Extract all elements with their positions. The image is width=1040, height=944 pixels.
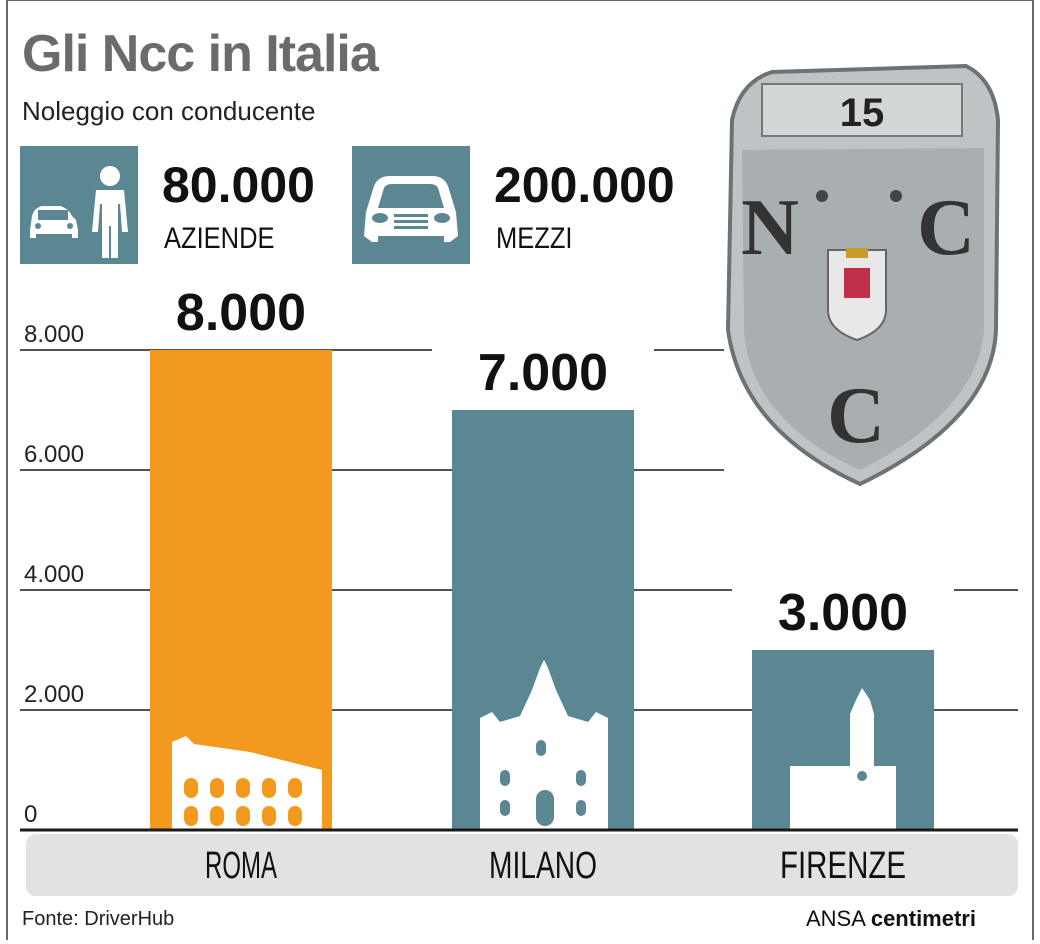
y-tick-label: 8.000 (24, 321, 84, 348)
x-tick-label: MILANO (489, 845, 597, 887)
page-title: Gli Ncc in Italia (22, 25, 379, 83)
badge-letter: C (827, 372, 885, 460)
kpi-aziende-label: AZIENDE (164, 222, 275, 255)
x-tick-label: FIRENZE (780, 845, 906, 887)
car-front-icon (352, 146, 470, 264)
credit-agency: ANSA (806, 906, 865, 931)
bar-value-label: 3.000 (778, 584, 908, 642)
bar-value-label: 8.000 (176, 284, 306, 342)
value-label-bg (732, 584, 954, 640)
ncc-badge-image (724, 63, 1024, 490)
colosseum-icon (172, 736, 322, 830)
badge-letter: C (917, 184, 975, 272)
y-tick-label: 4.000 (24, 561, 84, 588)
value-label-bg (130, 284, 352, 340)
kpi-aziende-value: 80.000 (162, 157, 315, 213)
source-note: Fonte: DriverHub (22, 908, 175, 930)
car-and-person-icon (20, 146, 138, 264)
x-axis-band (26, 834, 1018, 896)
badge-letter: N (741, 184, 799, 272)
badge-number: 15 (840, 91, 885, 135)
page-subtitle: Noleggio con conducente (22, 96, 316, 126)
kpi-mezzi-label: MEZZI (496, 222, 573, 255)
infographic-frame (6, 0, 1034, 940)
duomo-icon (480, 660, 608, 830)
y-tick-label: 2.000 (24, 681, 84, 708)
palazzo-vecchio-icon (790, 688, 896, 830)
credit-brand: centimetri (870, 906, 976, 931)
x-tick-label: ROMA (205, 845, 277, 887)
y-tick-label: 6.000 (24, 441, 84, 468)
bar-value-label: 7.000 (478, 344, 608, 402)
y-tick-label: 0 (24, 801, 37, 828)
value-label-bg (432, 344, 654, 400)
credit-logo: ANSA centimetri (806, 906, 976, 932)
kpi-mezzi-value: 200.000 (494, 157, 675, 213)
